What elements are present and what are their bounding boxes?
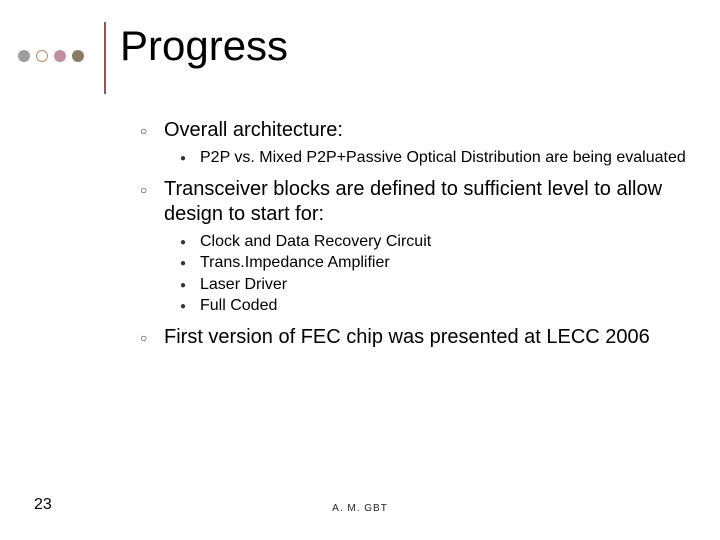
slide-title: Progress [120, 22, 288, 70]
bullet-lvl2-text: Trans.Impedance Amplifier [200, 252, 390, 274]
hollow-circle-icon: ○ [140, 325, 164, 346]
bullet-lvl2-text: Clock and Data Recovery Circuit [200, 231, 431, 253]
bullet-lvl2-line: ●Clock and Data Recovery Circuit [180, 231, 700, 253]
solid-circle-icon: ● [180, 274, 200, 293]
header-rule [104, 22, 106, 94]
solid-circle-icon: ● [180, 295, 200, 314]
bullet-lvl1-text: Transceiver blocks are defined to suffic… [164, 177, 700, 227]
bullet-lvl1-line: ○First version of FEC chip was presented… [140, 325, 700, 350]
hollow-circle-icon: ○ [140, 118, 164, 139]
dot-3 [54, 50, 66, 62]
solid-circle-icon: ● [180, 231, 200, 250]
bullet-lvl1-line: ○Overall architecture: [140, 118, 700, 143]
solid-circle-icon: ● [180, 147, 200, 166]
bullet-lvl1: ○Transceiver blocks are defined to suffi… [140, 177, 700, 317]
dot-4 [72, 50, 84, 62]
bullet-lvl2-line: ●Trans.Impedance Amplifier [180, 252, 700, 274]
bullet-lvl1-line: ○Transceiver blocks are defined to suffi… [140, 177, 700, 227]
bullet-lvl1: ○First version of FEC chip was presented… [140, 325, 700, 350]
bullet-lvl2-group: ●Clock and Data Recovery Circuit●Trans.I… [140, 231, 700, 317]
bullet-lvl2-group: ●P2P vs. Mixed P2P+Passive Optical Distr… [140, 147, 700, 169]
bullet-lvl1: ○Overall architecture: ●P2P vs. Mixed P2P… [140, 118, 700, 169]
bullet-lvl2-text: Full Coded [200, 295, 277, 317]
bullet-lvl2-line: ●Full Coded [180, 295, 700, 317]
footer-center: A. M. GBT [0, 503, 720, 514]
dot-1 [18, 50, 30, 62]
bullet-lvl1-text: Overall architecture: [164, 118, 343, 143]
header-dots [18, 50, 84, 62]
bullet-lvl2-line: ●Laser Driver [180, 274, 700, 296]
dot-2 [36, 50, 48, 62]
hollow-circle-icon: ○ [140, 177, 164, 198]
content-area: ○Overall architecture:●P2P vs. Mixed P2P… [140, 118, 700, 354]
solid-circle-icon: ● [180, 252, 200, 271]
bullet-lvl1-text: First version of FEC chip was presented … [164, 325, 650, 350]
bullet-lvl2-text: P2P vs. Mixed P2P+Passive Optical Distri… [200, 147, 686, 169]
bullet-lvl2-line: ●P2P vs. Mixed P2P+Passive Optical Distr… [180, 147, 700, 169]
slide: Progress ○Overall architecture:●P2P vs. … [0, 0, 720, 540]
bullet-lvl2-text: Laser Driver [200, 274, 287, 296]
